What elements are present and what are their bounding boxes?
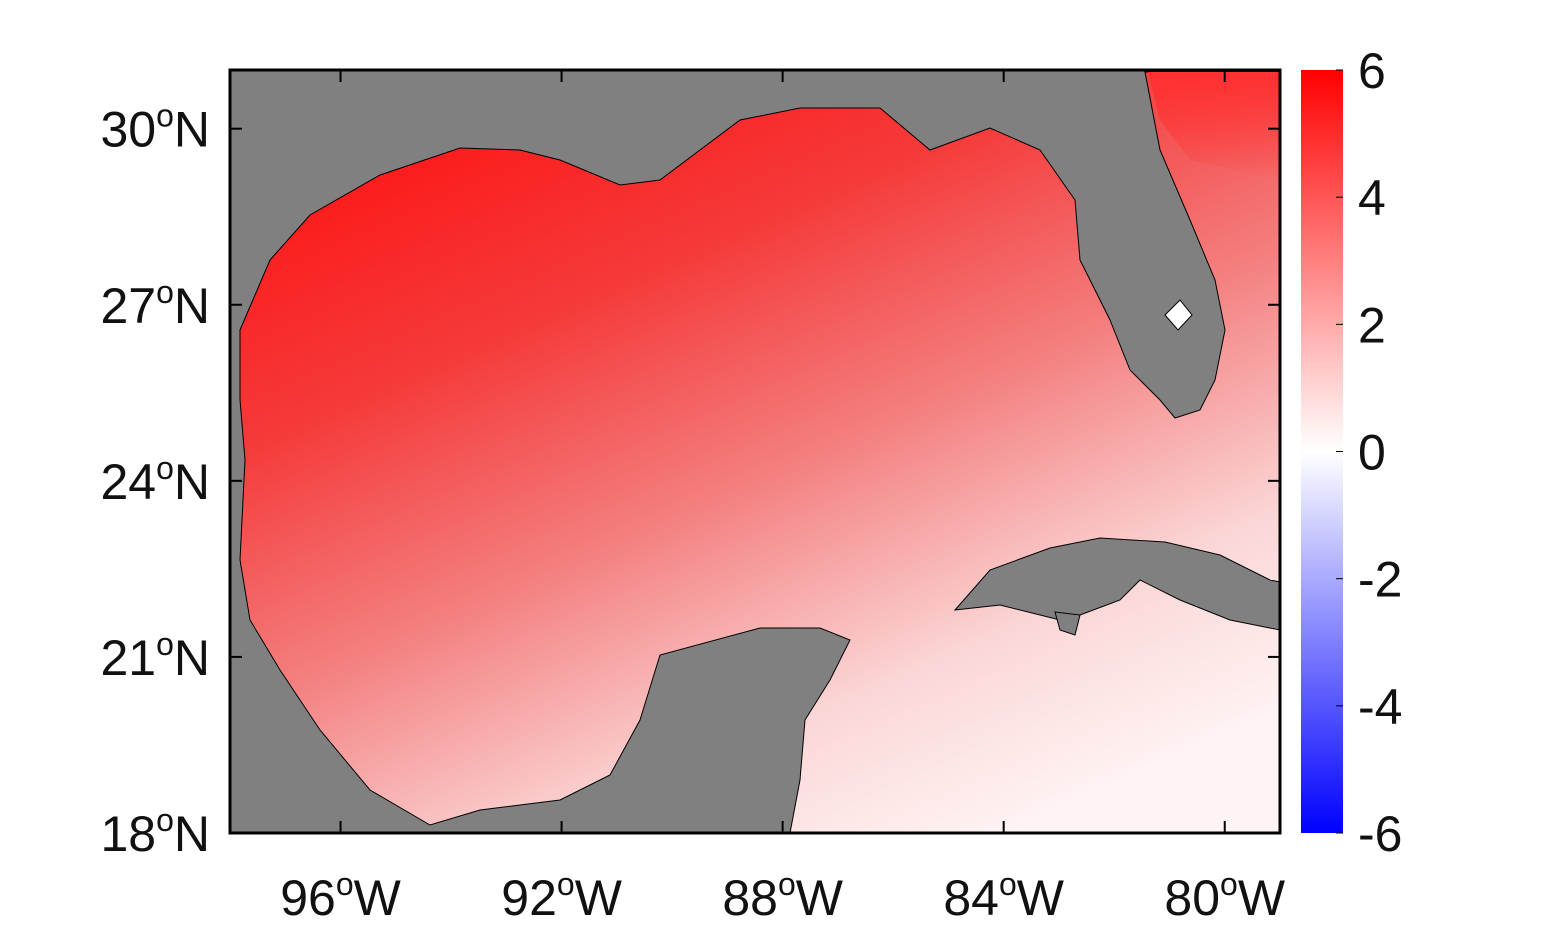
lake xyxy=(1164,299,1193,331)
colorbar-tick-label: 6 xyxy=(1358,43,1386,99)
tick-number: 92 xyxy=(501,870,557,926)
plot-frame xyxy=(228,68,1282,835)
tick-number: 18 xyxy=(100,806,156,862)
tick-label: 24oN xyxy=(100,450,210,510)
hemisphere: N xyxy=(174,102,210,158)
tick-label: 80oW xyxy=(1164,866,1285,926)
hemisphere: N xyxy=(174,278,210,334)
degree-mark: o xyxy=(156,274,174,310)
colorbar-tick-label: -6 xyxy=(1358,806,1402,862)
tick-number: 88 xyxy=(722,870,778,926)
tick-number: 96 xyxy=(280,870,336,926)
degree-mark: o xyxy=(1220,866,1238,902)
degree-mark: o xyxy=(999,866,1017,902)
hemisphere: W xyxy=(354,870,402,926)
tick-number: 21 xyxy=(100,630,156,686)
hemisphere: N xyxy=(174,630,210,686)
hemisphere: W xyxy=(1017,870,1065,926)
isla-de-la-juventud xyxy=(1054,611,1081,636)
tick-number: 24 xyxy=(100,454,156,510)
colorbar-tick-label: 2 xyxy=(1358,297,1386,353)
atlantic-warm xyxy=(1148,72,1280,180)
tick-label: 96oW xyxy=(280,866,401,926)
tick-number: 27 xyxy=(100,278,156,334)
degree-mark: o xyxy=(778,866,796,902)
tick-label: 92oW xyxy=(501,866,622,926)
colorbar-tick-label: 4 xyxy=(1358,170,1386,226)
tick-number: 84 xyxy=(943,870,999,926)
tick-label: 21oN xyxy=(100,626,210,686)
degree-mark: o xyxy=(156,802,174,838)
degree-mark: o xyxy=(336,866,354,902)
degree-mark: o xyxy=(156,626,174,662)
colorbar-tick-label: -2 xyxy=(1358,552,1402,608)
map-area xyxy=(230,70,1280,833)
hemisphere: W xyxy=(1238,870,1286,926)
hemisphere: N xyxy=(174,454,210,510)
ocean xyxy=(239,71,1280,833)
tick-label: 27oN xyxy=(100,274,210,334)
degree-mark: o xyxy=(156,450,174,486)
colorbar-tick-label: 0 xyxy=(1358,425,1386,481)
axes: 96oW 92oW 88oW 84oW 80oW18oN21oN24oN27oN30oN… xyxy=(100,43,1402,926)
tick-number: 30 xyxy=(100,102,156,158)
tick-number: 80 xyxy=(1164,870,1220,926)
hemisphere: W xyxy=(796,870,844,926)
hemisphere: N xyxy=(174,806,210,862)
degree-mark: o xyxy=(156,98,174,134)
colorbar-tick-label: -4 xyxy=(1358,679,1402,735)
tick-label: 30oN xyxy=(100,98,210,158)
tick-label: 18oN xyxy=(100,802,210,862)
tick-label: 88oW xyxy=(722,866,843,926)
tick-label: 84oW xyxy=(943,866,1064,926)
degree-mark: o xyxy=(557,866,575,902)
hemisphere: W xyxy=(575,870,623,926)
